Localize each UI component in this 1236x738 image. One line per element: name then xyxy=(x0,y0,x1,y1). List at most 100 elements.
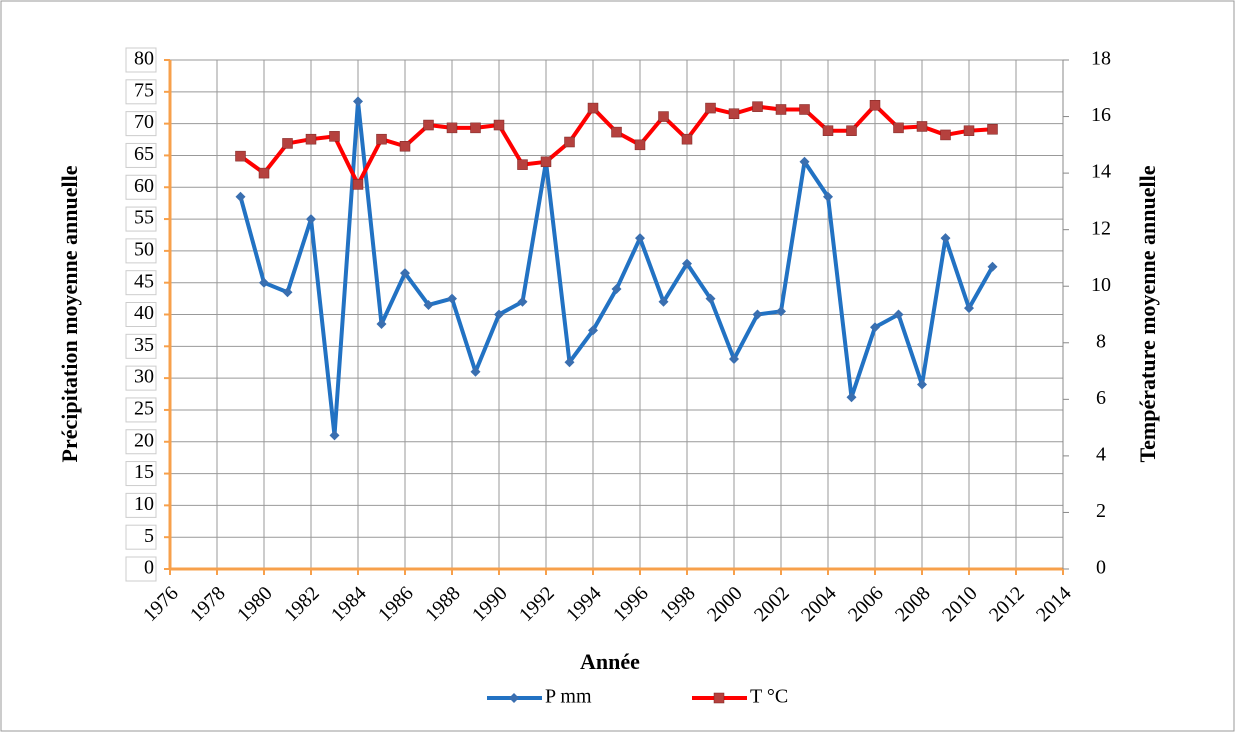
y2-tick-label: 2 xyxy=(1096,500,1106,522)
point xyxy=(329,430,340,441)
point xyxy=(376,133,387,145)
point xyxy=(494,309,504,320)
y-tick-label: 60 xyxy=(134,175,154,197)
point xyxy=(306,214,316,225)
point xyxy=(470,122,481,134)
point xyxy=(282,138,293,149)
y-tick-box xyxy=(125,397,157,423)
y2-tick-label: 18 xyxy=(1091,48,1111,70)
point xyxy=(776,306,786,317)
y-tick-box xyxy=(125,270,157,296)
point xyxy=(658,296,669,307)
y-tick-label: 55 xyxy=(134,207,154,229)
point xyxy=(446,122,458,134)
y-tick-box xyxy=(125,302,157,327)
point xyxy=(705,293,716,304)
x-axis-title: Année xyxy=(580,649,640,674)
point xyxy=(846,392,857,403)
y2-tick-label: 10 xyxy=(1091,274,1111,296)
y-tick-box xyxy=(125,524,157,550)
legend-marker xyxy=(509,693,519,703)
point xyxy=(259,277,269,288)
point xyxy=(517,159,528,170)
point xyxy=(775,104,787,115)
point xyxy=(870,322,880,333)
point xyxy=(329,131,340,142)
y-tick-box xyxy=(125,429,157,455)
point xyxy=(447,293,457,304)
point xyxy=(587,102,599,114)
point xyxy=(987,124,998,135)
y2-tick-label: 4 xyxy=(1096,443,1106,465)
y-tick-box xyxy=(125,142,157,168)
y2-tick-label: 16 xyxy=(1091,104,1111,126)
y-tick-label: 40 xyxy=(134,302,154,324)
y2-tick-label: 6 xyxy=(1096,387,1106,409)
y-tick-box xyxy=(125,238,157,264)
y-tick-box xyxy=(125,79,157,105)
y-tick-box xyxy=(125,365,157,391)
legend-label: T °C xyxy=(750,686,788,708)
point xyxy=(423,299,434,310)
point xyxy=(799,104,810,115)
point xyxy=(423,119,434,131)
y-tick-box xyxy=(125,47,157,73)
point xyxy=(799,156,810,167)
y-tick-label: 10 xyxy=(134,493,154,515)
point xyxy=(470,366,481,377)
point xyxy=(846,125,857,136)
point xyxy=(916,121,928,132)
point xyxy=(611,284,622,295)
y-tick-label: 15 xyxy=(134,461,154,483)
point xyxy=(399,140,411,152)
point xyxy=(258,167,270,179)
y-tick-label: 25 xyxy=(134,398,154,420)
point xyxy=(917,379,927,390)
point xyxy=(987,261,998,272)
point xyxy=(822,125,834,136)
y-tick-box xyxy=(125,556,157,582)
legend-marker xyxy=(713,692,725,704)
point xyxy=(940,129,951,141)
point xyxy=(940,233,951,244)
point xyxy=(353,96,363,107)
point xyxy=(493,119,505,131)
y-tick-label: 50 xyxy=(134,238,154,260)
point xyxy=(752,101,763,112)
y-tick-label: 0 xyxy=(144,557,154,579)
point xyxy=(305,133,317,145)
point xyxy=(869,99,881,111)
point xyxy=(517,296,528,307)
legend-label: P mm xyxy=(545,686,592,708)
point xyxy=(235,191,246,202)
y-tick-label: 80 xyxy=(134,48,154,70)
point xyxy=(564,136,575,148)
y-tick-box xyxy=(125,174,157,200)
y-tick-label: 65 xyxy=(134,143,154,165)
y2-tick-label: 14 xyxy=(1091,161,1111,183)
y-tick-box xyxy=(125,492,157,518)
point xyxy=(729,354,739,365)
y2-tick-label: 0 xyxy=(1096,557,1106,579)
point xyxy=(634,139,646,151)
point xyxy=(400,268,410,279)
point xyxy=(376,319,387,330)
point xyxy=(540,156,552,168)
point xyxy=(963,125,975,136)
y-tick-box xyxy=(125,461,157,487)
y-tick-label: 30 xyxy=(134,366,154,388)
y-tick-label: 20 xyxy=(134,429,154,451)
point xyxy=(235,150,246,162)
point xyxy=(705,102,716,114)
point xyxy=(893,122,904,134)
y2-axis-title: Température moyenne annuelle xyxy=(1135,165,1160,462)
point xyxy=(681,133,693,145)
point xyxy=(752,309,763,320)
point xyxy=(352,179,364,190)
y-axis-title: Précipitation moyenne annuelle xyxy=(57,165,82,462)
point xyxy=(682,258,692,269)
point xyxy=(893,309,904,320)
point xyxy=(588,325,598,336)
y-tick-box xyxy=(125,333,157,359)
